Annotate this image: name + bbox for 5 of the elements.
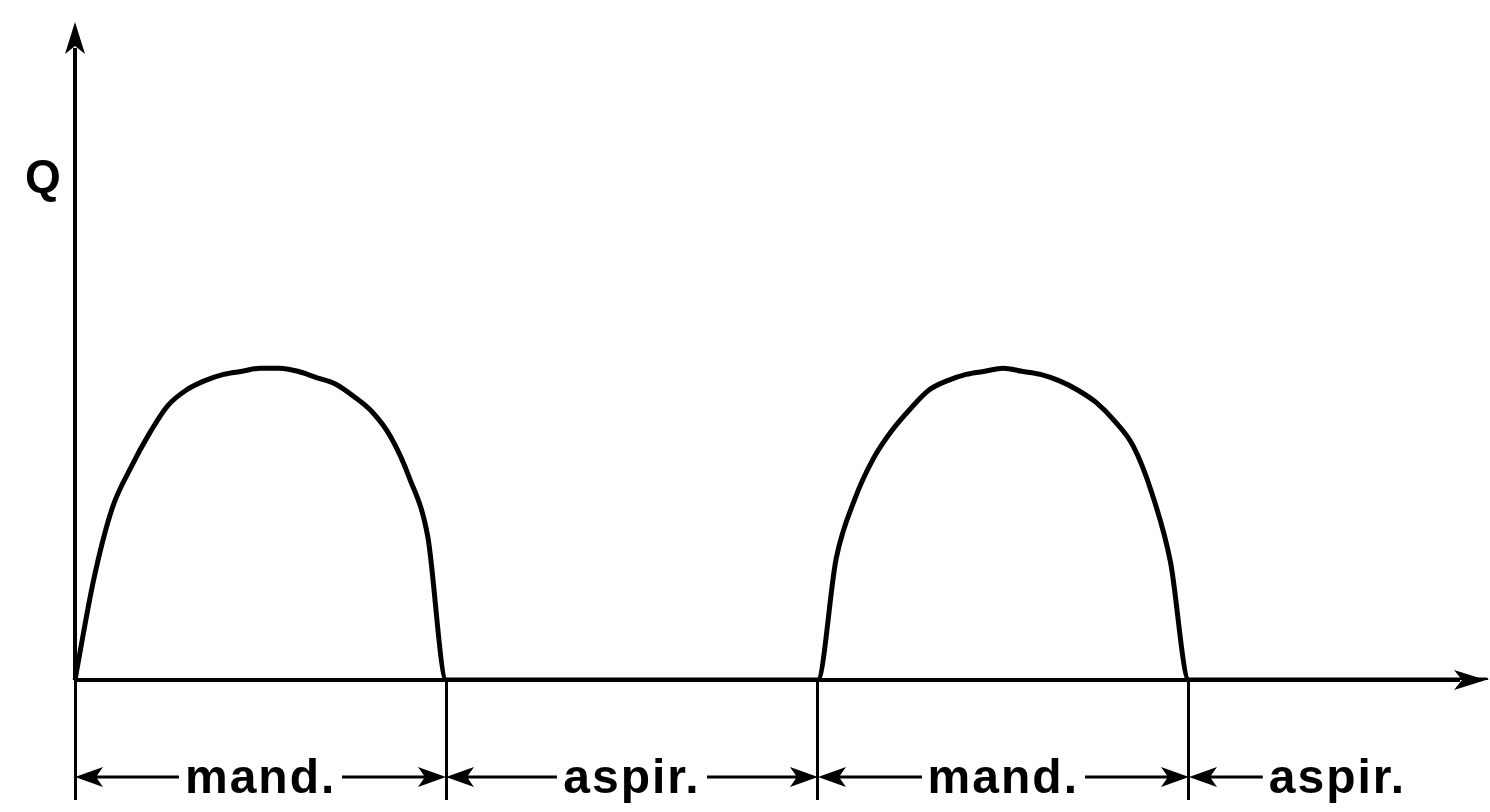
- text: aspir.: [1268, 750, 1407, 803]
- text: aspir.: [563, 750, 701, 803]
- y-axis-title: Q: [25, 149, 61, 202]
- text: mand.: [184, 750, 337, 803]
- text: mand.: [927, 750, 1079, 803]
